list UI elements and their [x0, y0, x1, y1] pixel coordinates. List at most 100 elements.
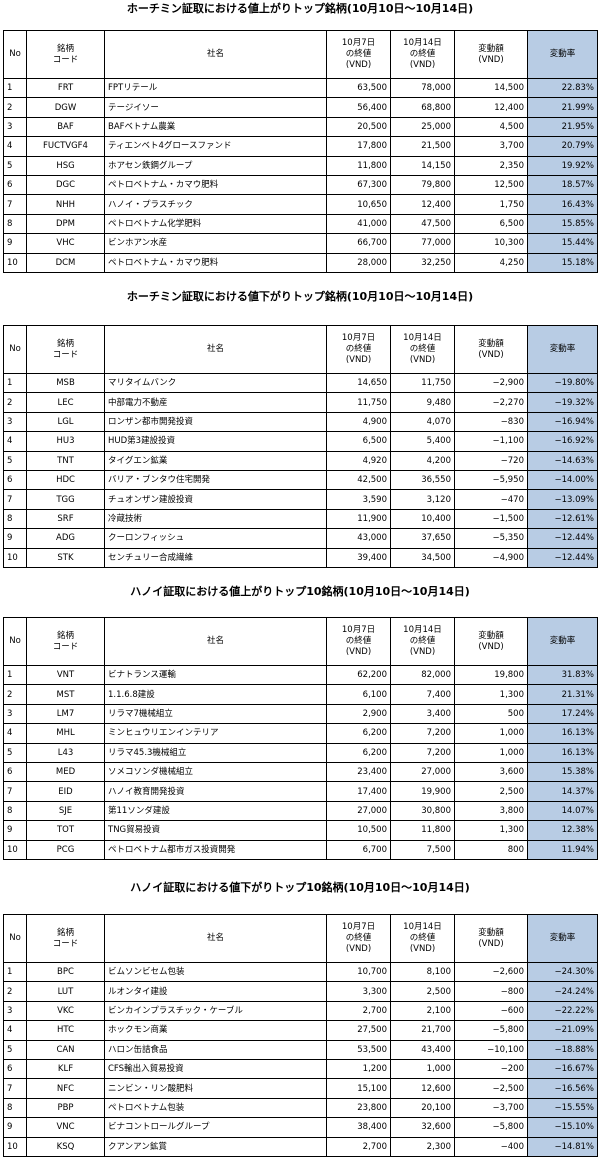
cell-price-start: 1,200 [326, 1058, 391, 1080]
cell-name: ロンザン都市開発投資 [104, 411, 327, 433]
cell-no: 2 [3, 392, 27, 413]
cell-rate: −14.00% [527, 469, 598, 491]
header-code: 銘柄 コード [26, 914, 105, 963]
cell-no: 10 [3, 252, 27, 273]
cell-change: 2,500 [454, 781, 528, 802]
table-row: 6 DGC ペトロベトナム・カマウ肥料 67,300 79,800 12,500 18.57… [3, 174, 598, 196]
cell-price-start: 4,900 [326, 411, 391, 433]
cell-code: BAF [26, 116, 105, 138]
cell-price-end: 4,070 [390, 411, 455, 433]
cell-no: 3 [3, 703, 27, 725]
cell-price-end: 30,800 [390, 800, 455, 822]
cell-rate: 15.18% [527, 252, 598, 273]
cell-price-start: 63,500 [326, 77, 391, 99]
cell-name: チュオンザン建設投資 [104, 489, 327, 510]
table-row: 3 LGL ロンザン都市開発投資 4,900 4,070 −830 −16.94% [3, 411, 598, 433]
cell-rate: −12.44% [527, 547, 598, 568]
cell-price-end: 5,400 [390, 431, 455, 452]
cell-price-end: 78,000 [390, 77, 455, 99]
cell-no: 2 [3, 684, 27, 705]
cell-price-end: 9,480 [390, 392, 455, 413]
table-row: 3 LM7 リラマ7機械組立 2,900 3,400 500 17.24% [3, 703, 598, 725]
header-no: No [3, 617, 27, 666]
header-change: 変動額 (VND) [454, 325, 528, 374]
table-row: 2 LEC 中部電力不動産 11,750 9,480 −2,270 −19.32% [3, 392, 598, 413]
cell-code: VNC [26, 1117, 105, 1138]
cell-rate: 22.83% [527, 77, 598, 99]
cell-rate: −16.56% [527, 1078, 598, 1099]
cell-code: SJE [26, 800, 105, 822]
cell-code: KLF [26, 1058, 105, 1080]
cell-rate: −24.30% [527, 961, 598, 983]
cell-change: −800 [454, 981, 528, 1002]
header-price-end: 10月14日 の終値 (VND) [390, 914, 455, 963]
cell-price-end: 14,150 [390, 155, 455, 176]
cell-name: BAFベトナム農業 [104, 116, 327, 138]
cell-price-start: 6,100 [326, 684, 391, 705]
cell-change: −2,270 [454, 392, 528, 413]
cell-price-end: 20,100 [390, 1097, 455, 1119]
cell-rate: −15.55% [527, 1097, 598, 1119]
cell-change: 4,250 [454, 252, 528, 273]
cell-name: ペトロベトナム包装 [104, 1097, 327, 1119]
cell-price-start: 6,500 [326, 431, 391, 452]
cell-code: MHL [26, 723, 105, 744]
header-rate: 変動率 [527, 325, 598, 374]
table-row: 1 MSB マリタイムバンク 14,650 11,750 −2,900 −19.80% [3, 372, 598, 394]
cell-rate: −14.63% [527, 450, 598, 471]
cell-code: STK [26, 547, 105, 568]
cell-price-start: 6,700 [326, 839, 391, 860]
header-no: No [3, 914, 27, 963]
header-name: 社名 [104, 30, 327, 79]
cell-price-start: 10,700 [326, 961, 391, 983]
header-price-end: 10月14日 の終値 (VND) [390, 30, 455, 79]
cell-code: VNT [26, 664, 105, 686]
cell-price-end: 8,100 [390, 961, 455, 983]
cell-no: 5 [3, 742, 27, 763]
cell-code: LM7 [26, 703, 105, 725]
table-row: 2 MST 1.1.6.8建設 6,100 7,400 1,300 21.31% [3, 684, 598, 705]
table-row: 9 TOT TNG貿易投資 10,500 11,800 1,300 12.38% [3, 820, 598, 841]
cell-rate: 21.99% [527, 97, 598, 118]
cell-price-end: 27,000 [390, 761, 455, 783]
cell-price-end: 7,500 [390, 839, 455, 860]
cell-no: 7 [3, 781, 27, 802]
header-name: 社名 [104, 914, 327, 963]
header-row: No 銘柄 コード 社名 10月7日 の終値 (VND) 10月14日 の終値 (VND) 変動額(… [3, 30, 598, 79]
table-row: 7 NHH ハノイ・プラスチック 10,650 12,400 1,750 16.43% [3, 194, 598, 215]
cell-change: −1,100 [454, 431, 528, 452]
cell-price-end: 21,500 [390, 136, 455, 157]
cell-price-end: 7,400 [390, 684, 455, 705]
cell-no: 1 [3, 372, 27, 394]
table-title: ホーチミン証取における値下がりトップ銘柄(10月10日～10月14日) [126, 290, 474, 303]
cell-change: 1,000 [454, 742, 528, 763]
cell-no: 5 [3, 155, 27, 176]
cell-price-end: 7,200 [390, 742, 455, 763]
header-rate: 変動率 [527, 30, 598, 79]
cell-rate: −18.88% [527, 1039, 598, 1060]
cell-code: CAN [26, 1039, 105, 1060]
cell-price-end: 36,550 [390, 469, 455, 491]
table-row: 6 HDC バリア・ブンタウ住宅開発 42,500 36,550 −5,950 −14.00… [3, 469, 598, 491]
cell-no: 6 [3, 1058, 27, 1080]
cell-change: −470 [454, 489, 528, 510]
cell-code: TNT [26, 450, 105, 471]
cell-name: ビムソンビセム包装 [104, 961, 327, 983]
cell-code: MED [26, 761, 105, 783]
cell-price-start: 42,500 [326, 469, 391, 491]
table-title: ハノイ証取における値上がりトップ10銘柄(10月10日～10月14日) [130, 585, 470, 598]
header-name: 社名 [104, 617, 327, 666]
cell-no: 4 [3, 431, 27, 452]
table-row: 10 STK センチュリー合成繊維 39,400 34,500 −4,900 −12.44% [3, 547, 598, 568]
cell-no: 8 [3, 508, 27, 530]
stock-ranking-table: No 銘柄 コード 社名 10月7日 の終値 (VND) 10月14日 の終値 (VND) 変動額(… [3, 30, 598, 273]
cell-change: −5,800 [454, 1020, 528, 1041]
cell-name: ハノイ教育開発投資 [104, 781, 327, 802]
cell-rate: 31.83% [527, 664, 598, 686]
cell-rate: −12.61% [527, 508, 598, 530]
cell-code: VHC [26, 233, 105, 254]
cell-price-end: 11,800 [390, 820, 455, 841]
cell-price-start: 27,500 [326, 1020, 391, 1041]
cell-change: 1,000 [454, 723, 528, 744]
header-code: 銘柄 コード [26, 325, 105, 374]
